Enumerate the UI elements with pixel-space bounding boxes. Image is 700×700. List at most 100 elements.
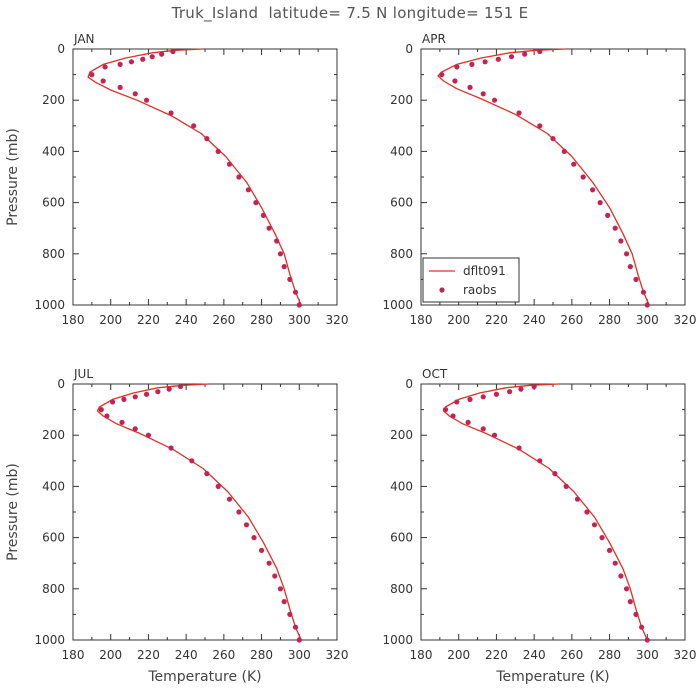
- data-point-raobs: [531, 383, 537, 390]
- data-point-raobs: [159, 51, 165, 57]
- y-tick-label: 1000: [382, 633, 413, 647]
- data-point-raobs: [132, 426, 138, 432]
- panel-title: OCT: [422, 367, 448, 381]
- y-tick-label: 0: [57, 42, 65, 56]
- legend-label-model: dflt091: [463, 264, 506, 278]
- data-point-raobs: [495, 56, 501, 62]
- y-tick-label: 600: [390, 196, 413, 210]
- x-axis-label: Temperature (K): [495, 669, 609, 685]
- data-point-raobs: [168, 110, 174, 116]
- data-point-raobs: [480, 426, 486, 432]
- data-point-raobs: [100, 78, 106, 84]
- data-point-raobs: [277, 586, 284, 592]
- data-point-raobs: [226, 496, 233, 502]
- data-point-raobs: [89, 72, 95, 78]
- x-tick-label: 200: [99, 313, 122, 327]
- x-tick-label: 240: [175, 648, 198, 662]
- data-point-raobs: [177, 383, 184, 390]
- data-point-raobs: [143, 391, 150, 397]
- data-point-raobs: [465, 419, 471, 425]
- panel-title: APR: [422, 32, 446, 46]
- y-tick-label: 1000: [34, 298, 65, 312]
- data-point-raobs: [292, 289, 299, 295]
- data-point-raobs: [574, 496, 581, 502]
- x-tick-label: 200: [447, 313, 470, 327]
- data-point-raobs: [627, 599, 633, 605]
- x-tick-label: 260: [560, 313, 583, 327]
- data-point-raobs: [537, 458, 543, 464]
- data-point-raobs: [480, 394, 486, 400]
- legend-marker-swatch: [439, 287, 445, 293]
- data-point-raobs: [507, 389, 513, 395]
- series-line-dflt091: [437, 48, 650, 306]
- y-tick-label: 0: [57, 377, 65, 391]
- data-point-raobs: [170, 48, 176, 55]
- x-tick-label: 300: [288, 648, 311, 662]
- data-point-raobs: [204, 471, 210, 477]
- legend-label-obs: raobs: [463, 283, 497, 297]
- x-tick-label: 260: [212, 648, 235, 662]
- data-point-raobs: [480, 91, 486, 97]
- data-point-raobs: [597, 200, 603, 206]
- data-point-raobs: [623, 251, 630, 257]
- data-point-raobs: [204, 136, 210, 142]
- data-point-raobs: [155, 389, 161, 395]
- data-point-raobs: [140, 56, 146, 62]
- data-point-raobs: [442, 407, 449, 413]
- data-point-raobs: [623, 586, 630, 592]
- data-point-raobs: [439, 72, 445, 78]
- x-tick-label: 220: [485, 648, 508, 662]
- data-point-raobs: [132, 91, 138, 97]
- data-point-raobs: [296, 637, 302, 643]
- data-point-raobs: [571, 161, 577, 167]
- x-tick-label: 240: [523, 313, 546, 327]
- x-tick-label: 280: [598, 313, 621, 327]
- data-point-raobs: [119, 419, 125, 425]
- data-point-raobs: [117, 84, 123, 90]
- series-line-dflt091: [96, 383, 302, 641]
- figure-title: Truk_Island latitude= 7.5 N longitude= 1…: [171, 4, 529, 22]
- data-point-raobs: [452, 78, 458, 84]
- x-axis-label: Temperature (K): [147, 669, 261, 685]
- data-point-raobs: [287, 276, 293, 282]
- plot-frame: [72, 383, 338, 641]
- data-point-raobs: [552, 471, 558, 477]
- y-tick-label: 600: [42, 196, 65, 210]
- y-tick-label: 1000: [382, 298, 413, 312]
- data-point-raobs: [128, 59, 135, 65]
- data-point-raobs: [98, 407, 104, 413]
- data-point-raobs: [132, 394, 138, 400]
- y-tick-label: 0: [405, 377, 413, 391]
- x-tick-label: 180: [62, 313, 85, 327]
- data-point-raobs: [191, 123, 197, 129]
- data-point-raobs: [584, 509, 590, 515]
- data-point-raobs: [260, 212, 267, 218]
- legend-box: [422, 257, 520, 303]
- data-point-raobs: [287, 611, 293, 618]
- y-tick-label: 400: [390, 479, 413, 493]
- data-point-raobs: [266, 560, 272, 566]
- data-point-raobs: [189, 458, 195, 464]
- data-point-raobs: [245, 187, 251, 193]
- y-axis-label: Pressure (mb): [5, 128, 21, 226]
- data-point-raobs: [591, 522, 598, 528]
- data-point-raobs: [166, 386, 172, 392]
- data-point-raobs: [491, 432, 498, 438]
- x-tick-label: 180: [62, 648, 85, 662]
- chart-panel-jan: 180 200 220 240 260 280 300 320 0 200 400 600 800 100…: [5, 32, 348, 327]
- data-point-raobs: [516, 110, 522, 116]
- data-point-raobs: [454, 399, 460, 405]
- data-point-raobs: [253, 200, 259, 206]
- panel-title: JAN: [73, 32, 95, 46]
- data-point-raobs: [102, 64, 108, 70]
- data-point-raobs: [469, 61, 475, 67]
- data-point-raobs: [627, 264, 633, 270]
- panel-title: JUL: [73, 367, 93, 381]
- y-tick-label: 400: [42, 144, 65, 158]
- data-point-raobs: [633, 276, 639, 282]
- y-tick-label: 600: [390, 531, 413, 545]
- data-point-raobs: [226, 161, 233, 167]
- data-point-raobs: [605, 212, 611, 218]
- data-point-raobs: [518, 386, 524, 392]
- data-point-raobs: [599, 535, 605, 541]
